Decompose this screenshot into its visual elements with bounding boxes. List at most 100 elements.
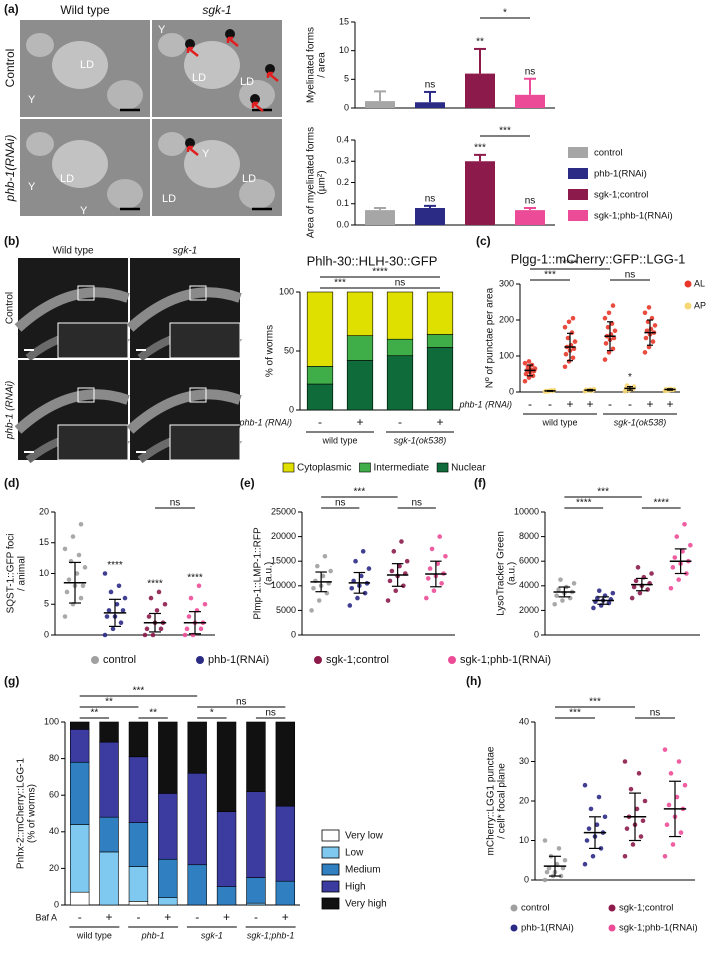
data-point <box>387 578 393 584</box>
image-label: LD <box>242 173 256 185</box>
data-point <box>154 608 160 613</box>
y-tick-label: 2000 <box>519 605 539 615</box>
data-point <box>102 632 108 638</box>
bar-segment <box>306 383 334 411</box>
legend-swatch <box>568 168 588 179</box>
myelin-body <box>225 29 235 39</box>
bar-segment <box>246 791 266 878</box>
significance: * <box>210 708 214 719</box>
legend-label: Very low <box>345 831 384 842</box>
bar-segment <box>386 291 414 340</box>
legend-label: Cytoplasmic <box>297 463 351 474</box>
y-tick-label: 6000 <box>519 556 539 566</box>
data-point <box>64 589 70 595</box>
y-axis-label: / cell* focal plane <box>497 763 508 839</box>
column-label: Wild type <box>60 3 110 17</box>
y-tick-label: 0 <box>509 386 514 396</box>
legend-marker <box>608 904 616 912</box>
data-point <box>78 522 84 527</box>
legend-label: sgk-1;control <box>326 654 389 666</box>
bar-segment <box>158 793 178 860</box>
data-point <box>554 861 560 867</box>
bar-segment <box>346 360 374 411</box>
y-tick-label: 300 <box>499 278 514 288</box>
data-point <box>652 323 658 328</box>
bar-segment <box>426 291 454 335</box>
bar-segment <box>346 291 374 336</box>
data-point <box>636 771 642 776</box>
data-point <box>102 571 108 576</box>
bar-segment <box>216 886 237 906</box>
significance: ns <box>170 498 181 509</box>
y-tick-label: 5 <box>344 74 349 84</box>
sign: + <box>356 415 363 429</box>
data-point <box>622 759 628 764</box>
myelin-body <box>185 39 195 49</box>
legend-label: AP <box>694 300 706 310</box>
bar <box>365 210 395 225</box>
legend-label: sgk-1;control <box>594 190 648 201</box>
significance: ns <box>265 708 276 719</box>
data-point <box>584 838 590 843</box>
data-point <box>588 806 594 812</box>
y-tick-label: 0.2 <box>336 177 349 187</box>
bar-segment <box>158 897 178 906</box>
data-point <box>144 626 150 632</box>
data-point <box>429 546 435 552</box>
data-point <box>322 553 328 559</box>
data-point <box>629 595 635 601</box>
bar-segment <box>187 864 207 906</box>
legend-label: Nuclear <box>451 463 486 474</box>
data-point <box>596 794 602 800</box>
y-axis-label: / area <box>317 52 328 78</box>
significance: **** <box>107 560 123 571</box>
bar-segment <box>128 822 149 867</box>
y-axis-label: Nº of punctae per area <box>485 287 496 388</box>
data-point <box>522 378 528 384</box>
data-point <box>642 798 648 804</box>
sign: + <box>566 397 573 411</box>
y-tick-label: 20000 <box>271 531 296 541</box>
data-point <box>439 581 444 586</box>
bar-segment <box>69 824 90 893</box>
data-point <box>622 854 628 859</box>
bar-segment <box>275 721 296 807</box>
data-point <box>680 549 685 554</box>
data-point <box>638 834 644 839</box>
data-point <box>562 324 568 330</box>
data-point <box>582 782 588 788</box>
data-point <box>315 563 320 569</box>
y-tick-label: 0 <box>291 629 296 639</box>
data-point <box>646 344 652 350</box>
data-point <box>649 571 654 576</box>
data-point <box>150 632 156 638</box>
bar-segment <box>128 756 149 823</box>
significance: * <box>628 372 632 383</box>
legend-label: control <box>521 903 550 914</box>
data-point <box>560 598 565 603</box>
lipid-droplet <box>158 33 186 57</box>
data-point <box>427 566 433 571</box>
data-point <box>182 632 188 638</box>
y-tick-label: 0.4 <box>336 134 349 144</box>
y-tick-label: 10000 <box>271 580 296 590</box>
row-label: phb-1(RNAi) <box>3 135 17 203</box>
data-point <box>66 577 72 582</box>
bar <box>415 102 445 108</box>
data-point <box>635 565 641 570</box>
data-point <box>586 826 592 831</box>
data-point <box>397 563 402 569</box>
data-point <box>360 549 366 554</box>
image-label: Y <box>80 205 88 217</box>
y-tick-label: 15 <box>339 16 349 26</box>
data-point <box>328 568 333 574</box>
data-point <box>311 585 316 591</box>
data-point <box>594 822 600 827</box>
y-tick-label: 20 <box>519 795 529 805</box>
data-point <box>596 588 602 594</box>
y-tick-label: 20 <box>49 863 59 873</box>
sign-row-label: phb-1 (RNAi) <box>458 399 512 409</box>
data-point <box>309 608 314 613</box>
significance: ** <box>90 708 98 719</box>
legend-swatch <box>282 462 295 473</box>
